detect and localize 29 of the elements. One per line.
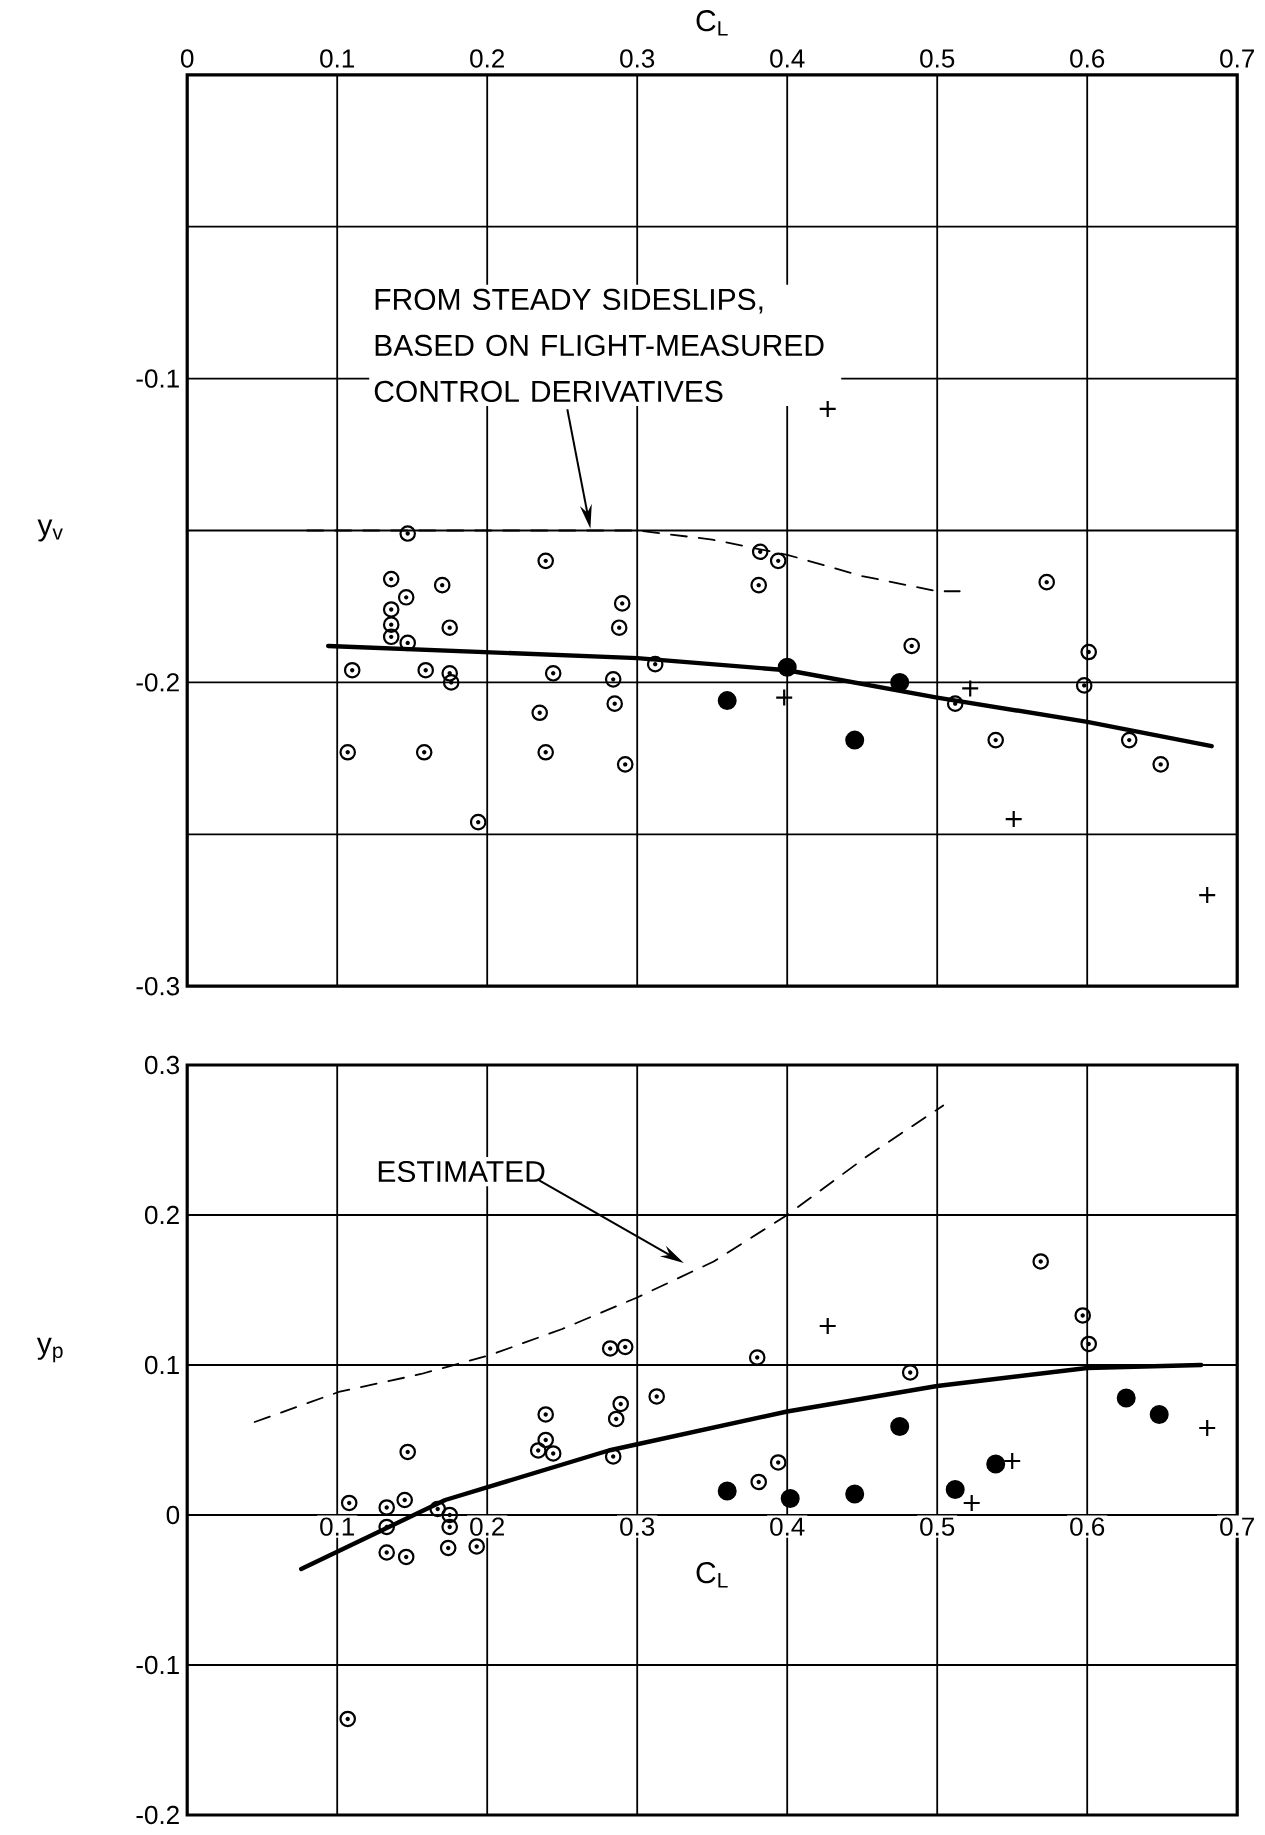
x-tick-label: 0.7 [1220,49,1254,68]
x-tick-label: 0.3 [620,49,655,68]
x-tick-label: 0.4 [770,1517,805,1536]
y-tick-label: -0.1 [136,369,179,388]
x-tick-label: 0.6 [1070,49,1105,68]
y-tick-label: -0.3 [136,976,179,996]
x-tick-label: 0.4 [770,49,805,68]
x-tick-label: 0 [180,49,194,68]
y-tick-label: -0.2 [136,1805,179,1825]
y-axis-title: y$_{p}$ [36,1337,63,1363]
x-tick-label: 0.6 [1070,1517,1105,1536]
x-tick-label: 0.5 [920,49,955,68]
x-tick-label: 0.7 [1220,1517,1254,1536]
y-axis-title: y$_{v}$ [37,519,63,542]
y-tick-label: 0.3 [144,1055,179,1075]
x-tick-label: 0.2 [470,1517,504,1536]
x-axis-title: C$_{L}$ [696,1562,728,1588]
x-axis-title: C$_{L}$ [696,10,728,36]
x-tick-label: 0.1 [320,49,355,68]
x-tick-label: 0.1 [320,1517,355,1536]
y-tick-label: 0.2 [144,1205,179,1225]
x-tick-label: 0.2 [470,49,504,68]
annotation: ESTIMATED [378,1160,545,1183]
x-tick-label: 0.5 [920,1517,955,1536]
y-tick-label: -0.1 [136,1655,179,1675]
y-tick-label: 0.1 [144,1355,179,1375]
annotation: FROM STEADY SIDESLIPS, BASED ON FLIGHT-MEASURED CONTROL DERIVATIVES [374,288,824,403]
x-tick-label: 0.3 [620,1517,655,1536]
y-tick-label: -0.2 [136,673,179,692]
